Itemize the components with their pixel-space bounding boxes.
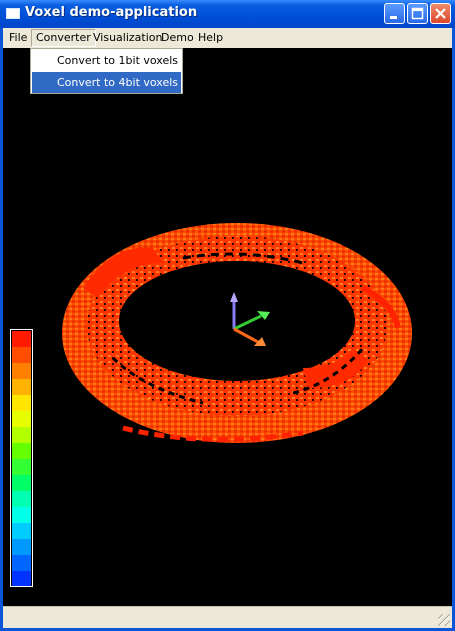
converter-menu: Convert to 1bit voxels Convert to 4bit v…	[30, 48, 183, 94]
menu-help[interactable]: Help	[198, 31, 224, 44]
color-swatch	[12, 427, 31, 443]
menu-demo[interactable]: Demo	[161, 31, 194, 44]
color-scale-legend	[10, 329, 33, 587]
menu-file[interactable]: File	[9, 31, 28, 44]
torus-object	[62, 223, 412, 443]
close-icon	[431, 4, 450, 23]
color-swatch	[12, 443, 31, 459]
resize-grip-icon[interactable]	[438, 614, 450, 626]
color-swatch	[12, 539, 31, 555]
menu-visualization[interactable]: Visualization	[93, 31, 163, 44]
color-swatch	[12, 555, 31, 571]
color-swatch	[12, 491, 31, 507]
voxel-viewport[interactable]	[3, 48, 452, 606]
menu-item-convert-4bit[interactable]: Convert to 4bit voxels	[32, 72, 181, 93]
color-swatch	[12, 411, 31, 427]
minimize-button[interactable]	[384, 3, 405, 24]
color-swatch	[12, 363, 31, 379]
menu-item-convert-1bit[interactable]: Convert to 1bit voxels	[57, 54, 179, 67]
maximize-button[interactable]	[407, 3, 428, 24]
color-swatch	[12, 331, 31, 347]
menu-converter[interactable]: Converter	[31, 29, 96, 47]
color-swatch	[12, 379, 31, 395]
minimize-icon	[385, 4, 404, 23]
menu-bar: File Converter Visualization Demo Help	[3, 28, 452, 48]
title-bar[interactable]: Voxel demo-application	[0, 0, 455, 28]
torus-render	[62, 223, 412, 443]
color-swatch	[12, 507, 31, 523]
status-bar	[3, 606, 452, 628]
color-swatch	[12, 459, 31, 475]
maximize-icon	[408, 4, 427, 23]
color-swatch	[12, 523, 31, 539]
close-button[interactable]	[430, 3, 451, 24]
color-swatch	[12, 571, 31, 586]
color-swatch	[12, 395, 31, 411]
color-swatch	[12, 347, 31, 363]
color-swatch	[12, 475, 31, 491]
window-title: Voxel demo-application	[25, 5, 198, 20]
axes-gizmo	[230, 292, 270, 346]
window-icon	[6, 8, 20, 19]
